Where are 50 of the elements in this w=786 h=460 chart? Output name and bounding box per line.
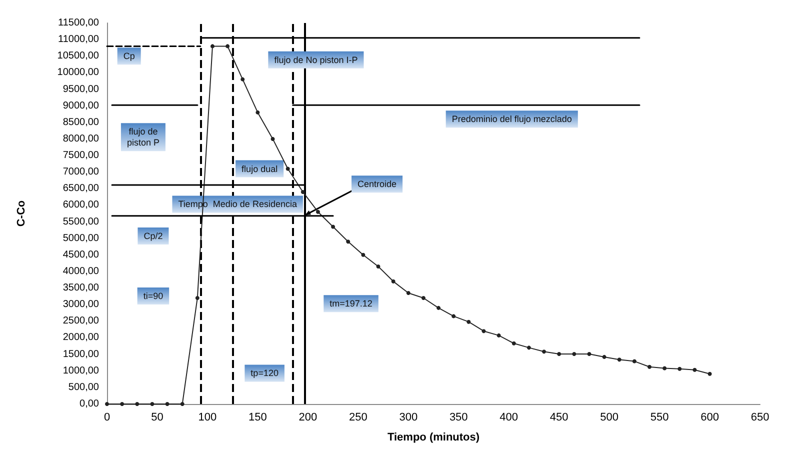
annotation: Cp/2	[144, 231, 163, 242]
y-tick-label: 9000,00	[62, 100, 100, 112]
y-tick-label: 5500,00	[62, 216, 100, 228]
y-axis-title: C-Co	[16, 200, 28, 227]
y-tick-label: 6500,00	[62, 183, 100, 194]
annotation: Centroide	[358, 179, 397, 190]
y-tick-label: 7500,00	[62, 150, 100, 162]
annotation: Cp	[123, 51, 135, 62]
y-tick-label: 8500,00	[62, 116, 100, 128]
x-tick-label: 350	[449, 412, 468, 424]
annotation: flujo de No piston I-P	[274, 54, 358, 65]
x-axis-title: Tiempo (minutos)	[387, 432, 480, 444]
annotation: Predominio del flujo mezclado	[452, 114, 572, 124]
y-tick-label: 500,00	[68, 382, 100, 393]
y-tick-label: 10000,00	[57, 67, 100, 78]
y-tick-label: 2500,00	[62, 316, 100, 327]
y-tick-label: 7000,00	[62, 166, 100, 178]
y-tick-label: 11000,00	[58, 34, 100, 46]
x-tick-label: 650	[750, 412, 770, 424]
x-tick-label: 250	[348, 412, 368, 424]
annotation: tp=120	[250, 368, 278, 378]
y-tick-label: 10500,00	[57, 50, 100, 62]
x-tick-label: 500	[600, 412, 618, 424]
y-tick-label: 8000,00	[62, 133, 100, 144]
annotation: flujo de piston P	[126, 126, 160, 148]
y-tick-label: 1000,00	[62, 365, 100, 376]
x-tick-label: 0	[104, 412, 110, 424]
x-tick-label: 400	[500, 412, 518, 424]
y-tick-label: 0,00	[80, 398, 100, 410]
x-tick-label: 450	[550, 412, 568, 424]
y-tick-label: 3500,00	[62, 282, 100, 294]
y-tick-label: 3000,00	[62, 299, 100, 310]
x-tick-label: 150	[248, 412, 267, 424]
annotation: flujo dual	[242, 164, 278, 174]
x-tick-label: 50	[151, 412, 164, 424]
y-tick-label: 6000,00	[62, 200, 100, 211]
y-tick-label: 1500,00	[62, 348, 100, 360]
y-tick-label: 9500,00	[62, 84, 100, 95]
annotation: tm=197.12	[330, 298, 372, 309]
x-tick-label: 300	[399, 412, 418, 424]
x-tick-label: 550	[650, 412, 669, 424]
x-tick-label: 100	[198, 412, 217, 424]
annotation: ti=90	[143, 290, 164, 301]
y-tick-label: 4000,00	[62, 266, 100, 277]
y-tick-label: 4500,00	[62, 249, 100, 260]
x-tick-label: 200	[298, 412, 318, 424]
y-tick-label: 5000,00	[62, 232, 100, 244]
y-tick-label: 11500,00	[58, 18, 100, 28]
x-tick-label: 600	[700, 412, 719, 424]
y-tick-label: 2000,00	[62, 332, 100, 344]
